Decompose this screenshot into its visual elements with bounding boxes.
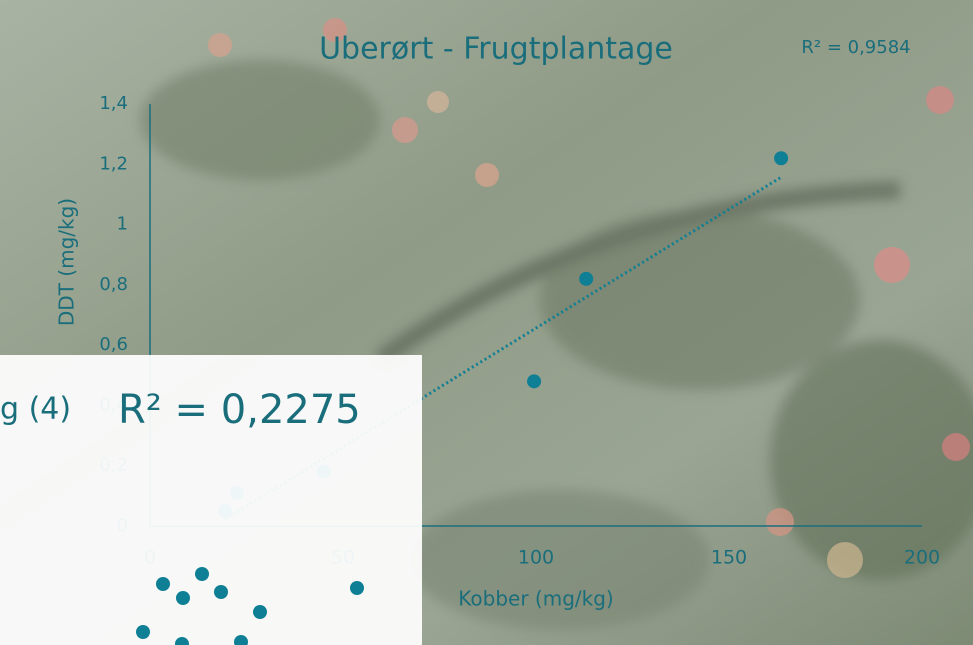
data-point [175,637,189,645]
second-chart: g (4) R² = 0,2275 [0,387,364,645]
data-point [527,374,542,389]
y-axis-title: DDT (mg/kg) [55,198,79,326]
y-tick-label: 1 [117,214,128,235]
x-tick-label: 100 [518,547,554,569]
data-point [176,591,190,605]
data-point [350,581,364,595]
data-point [774,151,789,166]
x-axis-title: Kobber (mg/kg) [458,587,613,611]
foliage [140,60,973,630]
chart-title: Uberørt - Frugtplantage [319,32,673,67]
panel-r-squared: R² = 0,2275 [118,387,361,433]
data-point [156,577,170,591]
y-tick-label: 1,4 [99,93,128,114]
data-point [214,585,228,599]
y-tick-label: 0,6 [99,334,128,355]
overlay-panel [0,355,422,645]
r-squared: R² = 0,9584 [801,37,910,58]
data-point [195,567,209,581]
panel-title: g (4) [0,392,71,427]
data-point [136,625,150,639]
y-tick-label: 1,2 [99,153,128,174]
trendline [224,175,782,521]
apples [208,18,970,578]
x-tick-label: 150 [711,547,747,569]
y-tick-label: 0,8 [99,274,128,295]
data-point [579,271,594,286]
x-tick-label: 200 [904,547,940,569]
data-point [234,635,248,645]
data-point [253,605,267,619]
